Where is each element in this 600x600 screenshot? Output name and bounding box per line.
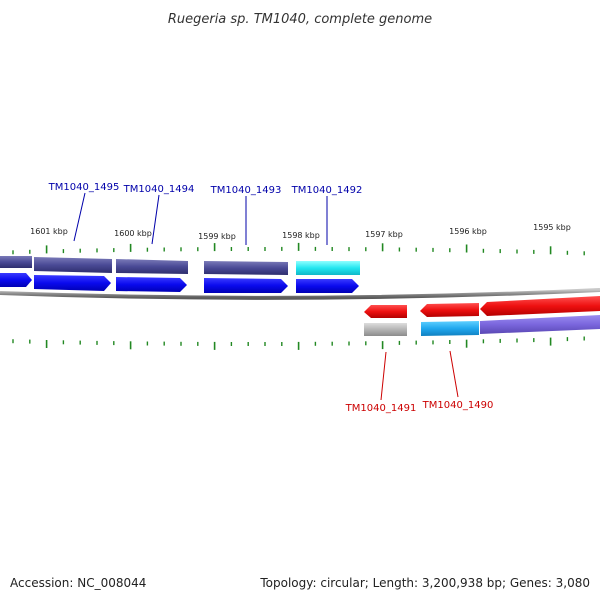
reverse-cds-row (364, 296, 600, 318)
tick-label-1599: 1599 kbp (198, 232, 236, 241)
cds-arrow-1492[interactable] (296, 279, 359, 293)
cds-arrow-1494[interactable] (116, 277, 187, 292)
gene-box-1492-category[interactable] (296, 261, 360, 275)
gene-label-1490[interactable]: TM1040_1490 (422, 400, 494, 411)
leader-1490 (449, 350, 459, 398)
gene-box-1493-category[interactable] (204, 261, 288, 275)
tick-labels: 1601 kbp 1600 kbp 1599 kbp 1598 kbp 1597… (30, 223, 571, 241)
forward-category-row (0, 256, 360, 275)
gene-label-1493[interactable]: TM1040_1493 (210, 185, 282, 196)
accession-label: Accession: NC_008044 (10, 576, 147, 590)
tick-label-1595: 1595 kbp (533, 223, 571, 232)
gene-box-1490-category[interactable] (421, 321, 479, 336)
gene-box-1491-category[interactable] (364, 323, 407, 336)
cds-arrow-1496[interactable] (0, 273, 32, 287)
gene-label-1495[interactable]: TM1040_1495 (48, 182, 120, 193)
tick-label-1601: 1601 kbp (30, 227, 68, 236)
cds-arrow-1491[interactable] (364, 305, 407, 318)
reverse-label-leaders (380, 350, 459, 401)
tick-row-lower (12, 336, 585, 350)
leader-1495 (73, 192, 86, 242)
tick-label-1600: 1600 kbp (114, 229, 152, 238)
cds-arrow-1495[interactable] (34, 275, 111, 291)
cds-arrow-1489[interactable] (480, 296, 600, 316)
leader-1494 (151, 194, 160, 245)
gene-box-1496-category[interactable] (0, 256, 32, 268)
forward-gene-labels: TM1040_1495 TM1040_1494 TM1040_1493 TM10… (48, 182, 363, 196)
genome-backbone (0, 288, 600, 300)
gene-label-1494[interactable]: TM1040_1494 (123, 184, 195, 195)
tick-label-1598: 1598 kbp (282, 231, 320, 240)
leader-1491 (380, 351, 387, 401)
tick-label-1596: 1596 kbp (449, 227, 487, 236)
tick-label-1597: 1597 kbp (365, 230, 403, 239)
tick-row-upper (12, 242, 585, 256)
gene-label-1491[interactable]: TM1040_1491 (345, 403, 417, 414)
cds-arrow-1493[interactable] (204, 278, 288, 293)
genome-summary: Topology: circular; Length: 3,200,938 bp… (260, 576, 590, 590)
reverse-gene-labels: TM1040_1491 TM1040_1490 (345, 400, 494, 414)
cds-arrow-1490[interactable] (420, 303, 479, 317)
forward-cds-row (0, 273, 359, 293)
reverse-category-row (364, 315, 600, 336)
gene-box-1489-category[interactable] (480, 315, 600, 334)
forward-label-leaders (73, 192, 328, 245)
gene-label-1492[interactable]: TM1040_1492 (291, 185, 363, 196)
map-title: Ruegeria sp. TM1040, complete genome (168, 12, 432, 27)
gene-box-1495-category[interactable] (34, 257, 112, 273)
gene-box-1494-category[interactable] (116, 259, 188, 274)
